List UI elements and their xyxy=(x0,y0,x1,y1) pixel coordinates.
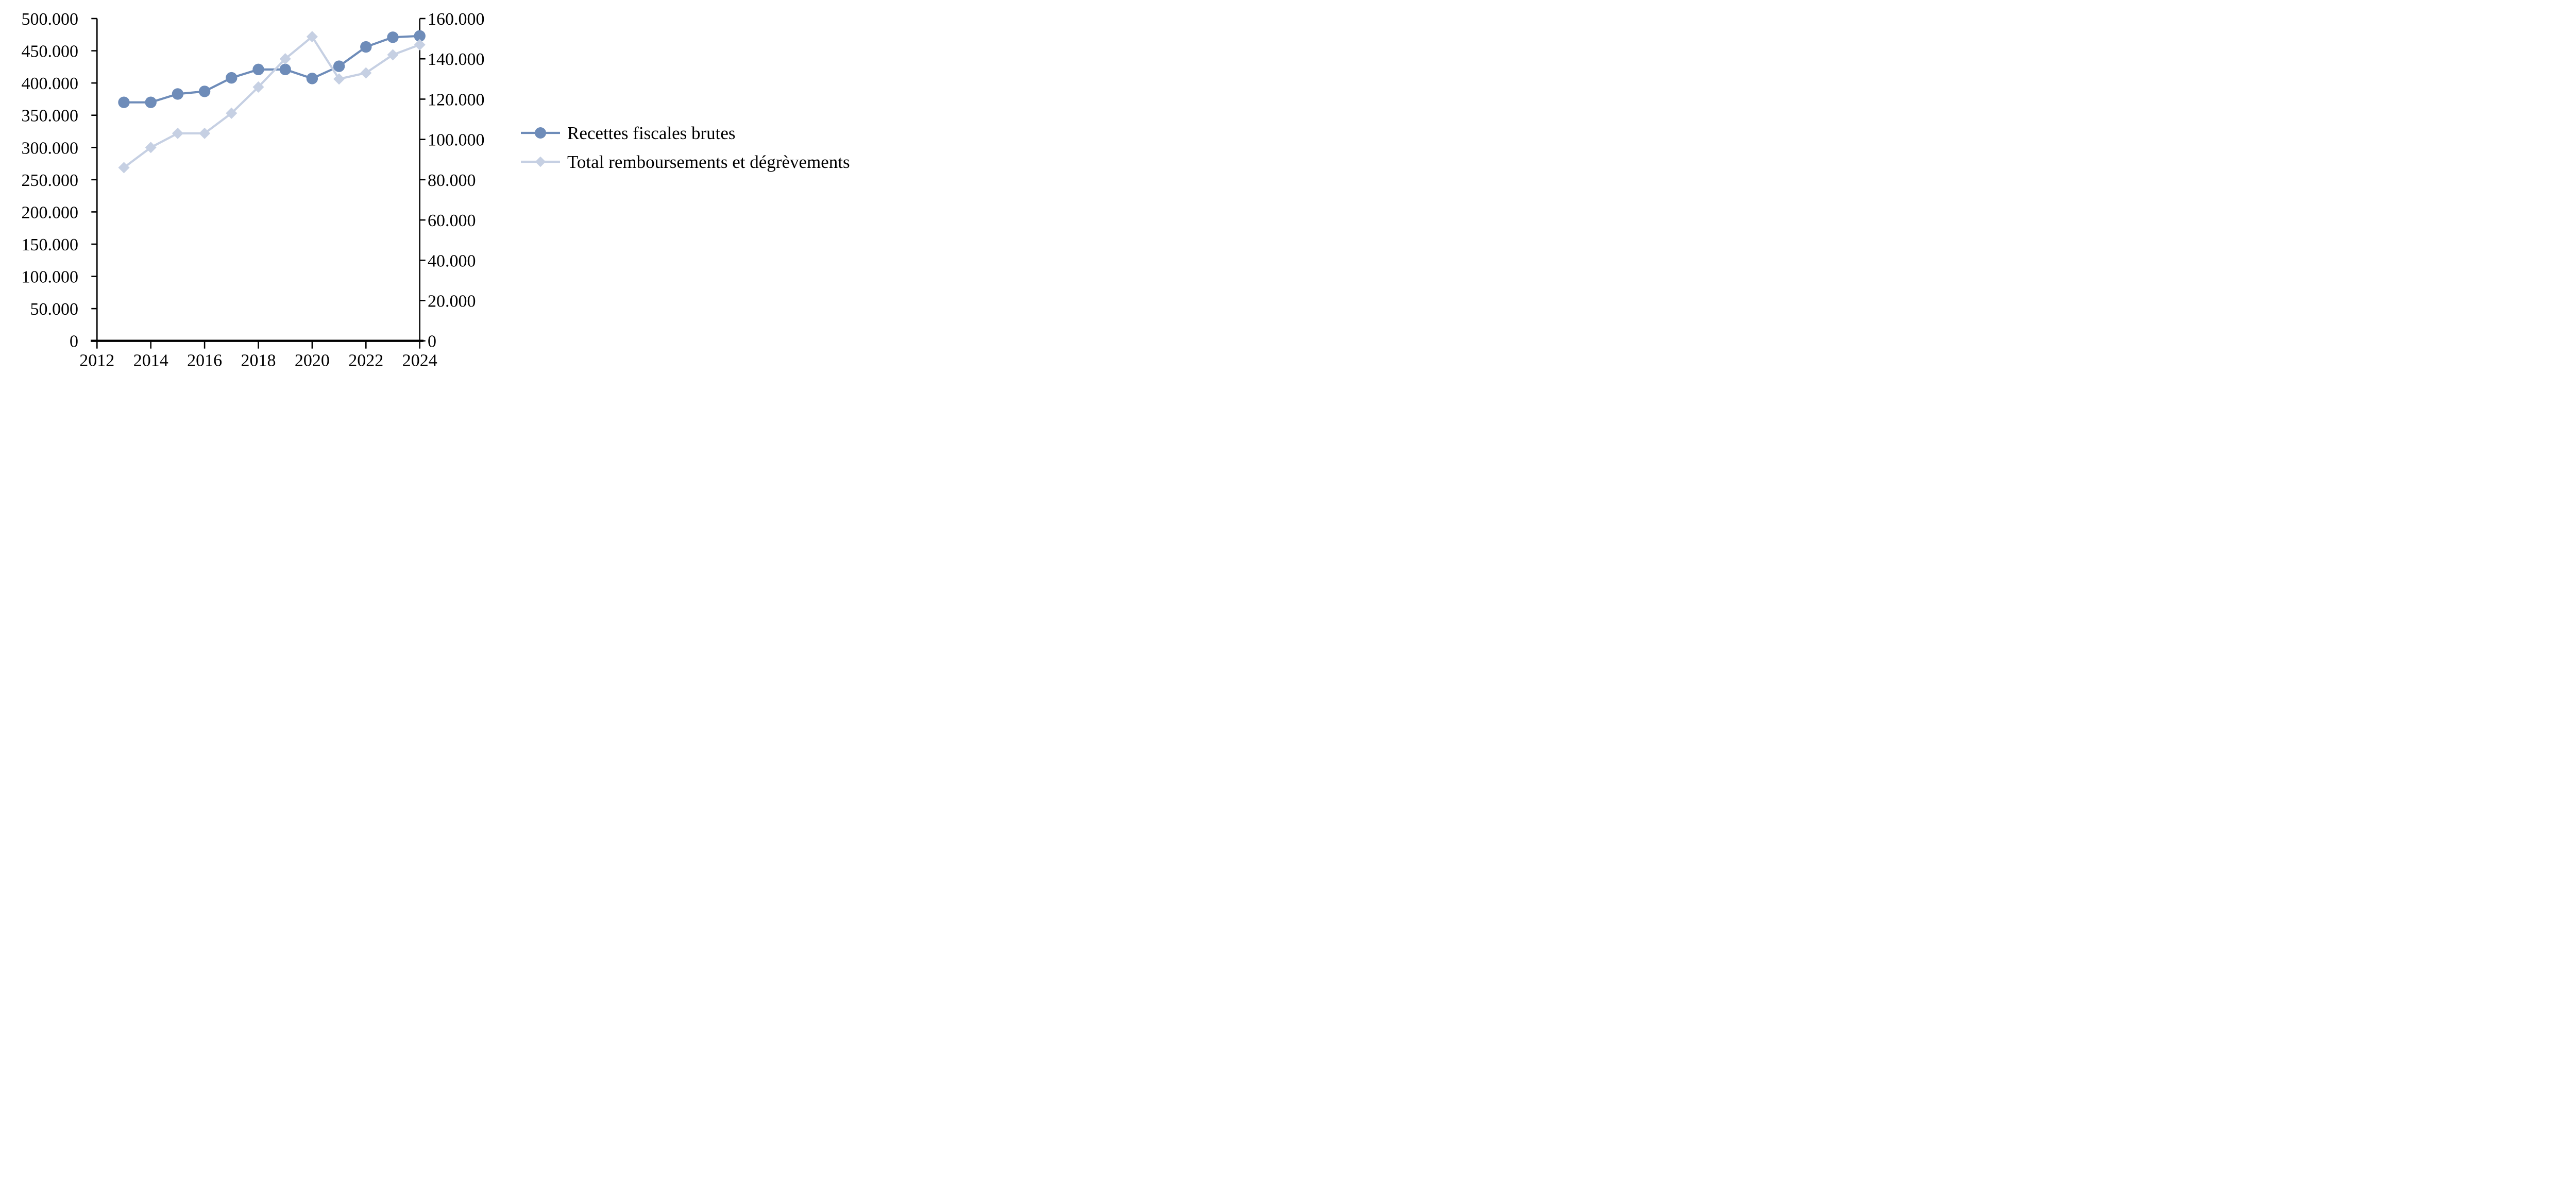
data-point-circle xyxy=(172,88,184,100)
legend-marker-circle-icon xyxy=(521,125,560,141)
data-point-diamond xyxy=(414,39,426,50)
legend: Recettes fiscales brutes Total rembourse… xyxy=(521,118,850,176)
legend-marker-diamond-icon xyxy=(521,154,560,170)
y-axis-left-tick-label: 300.000 xyxy=(22,139,79,158)
y-axis-right-tick-label: 0 xyxy=(428,332,436,351)
x-axis-tick-label: 2016 xyxy=(187,351,222,370)
x-axis-tick-label: 2018 xyxy=(241,351,276,370)
legend-label-remboursements: Total remboursements et dégrèvements xyxy=(567,151,850,172)
x-axis-tick-label: 2024 xyxy=(402,351,437,370)
y-axis-left-tick-label: 100.000 xyxy=(22,268,79,287)
y-axis-left-tick-label: 150.000 xyxy=(22,235,79,254)
y-axis-right-tick-label: 40.000 xyxy=(428,251,476,270)
data-point-circle xyxy=(145,96,157,108)
data-point-circle xyxy=(118,96,130,108)
data-point-diamond xyxy=(172,127,183,139)
legend-label-recettes: Recettes fiscales brutes xyxy=(567,123,736,143)
data-point-circle xyxy=(252,63,264,76)
y-axis-left-tick-label: 200.000 xyxy=(22,203,79,222)
x-axis-tick-label: 2022 xyxy=(348,351,383,370)
y-axis-right-tick-label: 160.000 xyxy=(428,10,485,29)
y-axis-right-tick-label: 120.000 xyxy=(428,90,485,109)
y-axis-right-tick-label: 20.000 xyxy=(428,292,476,311)
y-axis-left-tick-label: 500.000 xyxy=(22,10,79,29)
y-axis-left-tick-label: 450.000 xyxy=(22,42,79,61)
y-axis-left-tick-label: 50.000 xyxy=(30,300,79,319)
data-point-circle xyxy=(226,72,238,84)
y-axis-left-tick-label: 350.000 xyxy=(22,107,79,126)
data-point-circle xyxy=(387,31,399,43)
y-axis-right-tick-label: 80.000 xyxy=(428,171,476,190)
dual-axis-line-chart: 500.000 450.000 400.000 350.000 300.000 250.0… xyxy=(22,10,485,370)
y-axis-left-tick-label: 250.000 xyxy=(22,171,79,190)
y-axis-right-tick-label: 60.000 xyxy=(428,211,476,230)
legend-item-recettes-fiscales-brutes: Recettes fiscales brutes xyxy=(521,118,850,147)
data-point-circle xyxy=(333,60,345,72)
data-point-diamond xyxy=(226,107,238,119)
data-point-diamond xyxy=(199,127,211,139)
data-point-diamond xyxy=(306,31,318,43)
series-line-recettes xyxy=(124,35,420,104)
x-axis-tick-label: 2020 xyxy=(295,351,330,370)
x-axis-tick-label: 2014 xyxy=(133,351,168,370)
data-point-circle xyxy=(306,73,318,84)
legend-item-total-remboursements: Total remboursements et dégrèvements xyxy=(521,147,850,176)
data-point-diamond xyxy=(333,73,345,85)
chart-canvas: 500.000 450.000 400.000 350.000 300.000 250.0… xyxy=(0,0,929,398)
series-line-remboursements xyxy=(123,36,420,169)
data-point-diamond xyxy=(252,81,264,93)
data-point-circle xyxy=(360,41,372,53)
data-point-diamond xyxy=(145,142,157,154)
y-axis-left-tick-label: 0 xyxy=(70,332,78,351)
data-point-circle xyxy=(198,86,211,97)
data-point-diamond xyxy=(118,162,130,174)
y-axis-right-tick-label: 100.000 xyxy=(428,131,485,150)
data-point-circle xyxy=(279,63,291,76)
data-point-circle xyxy=(414,30,426,42)
x-axis-tick-label: 2012 xyxy=(79,351,114,370)
y-axis-right-tick-label: 140.000 xyxy=(428,50,485,69)
y-axis-left-tick-label: 400.000 xyxy=(22,74,79,93)
